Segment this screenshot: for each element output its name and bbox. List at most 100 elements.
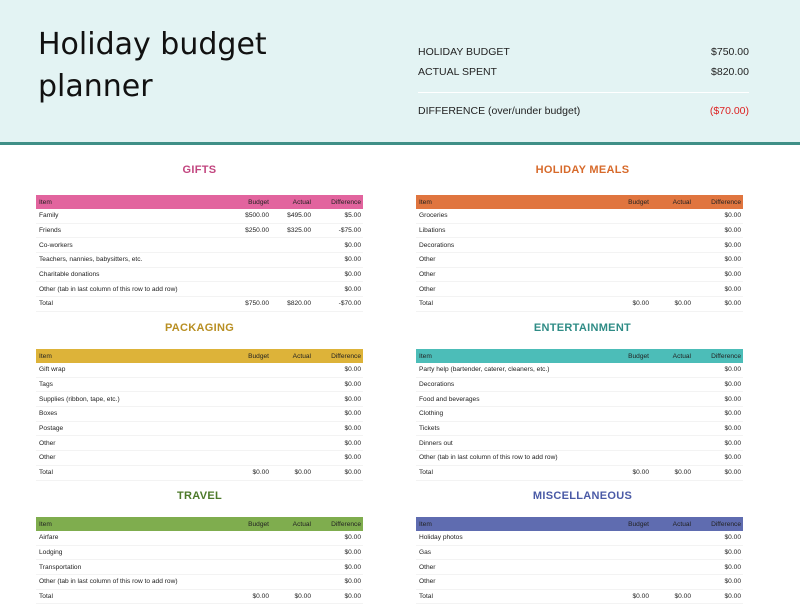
cell-difference[interactable]: $0.00: [344, 425, 361, 433]
cell-difference[interactable]: $0.00: [344, 366, 361, 374]
cell-difference[interactable]: $0.00: [344, 454, 361, 462]
cell-actual[interactable]: $0.00: [674, 469, 691, 477]
cell-difference[interactable]: -$70.00: [338, 300, 361, 308]
cell-actual[interactable]: $0.00: [674, 300, 691, 308]
cell-item[interactable]: Libations: [419, 227, 446, 235]
cell-budget[interactable]: $0.00: [252, 469, 269, 477]
cell-difference[interactable]: $0.00: [344, 578, 361, 586]
cell-difference[interactable]: $0.00: [724, 425, 741, 433]
summary-difference-value[interactable]: ($70.00): [709, 105, 749, 117]
cell-item[interactable]: Dinners out: [419, 439, 453, 447]
cell-item[interactable]: Other: [419, 256, 436, 264]
cell-difference[interactable]: $0.00: [724, 395, 741, 403]
cell-item[interactable]: Total: [419, 593, 433, 601]
cell-difference[interactable]: $0.00: [724, 578, 741, 586]
cell-item[interactable]: Teachers, nannies, babysitters, etc.: [39, 256, 143, 264]
table-header-row: Item Budget Actual Difference: [36, 195, 363, 209]
cell-item[interactable]: Other (tab in last column of this row to…: [419, 454, 558, 462]
cell-difference[interactable]: $0.00: [344, 549, 361, 557]
cell-item[interactable]: Party help (bartender, caterer, cleaners…: [419, 366, 550, 374]
cell-difference[interactable]: $0.00: [344, 256, 361, 264]
cell-difference[interactable]: $0.00: [724, 454, 741, 462]
cell-difference[interactable]: $0.00: [344, 410, 361, 418]
cell-difference[interactable]: $0.00: [724, 534, 741, 542]
cell-item[interactable]: Other: [39, 439, 56, 447]
cell-difference[interactable]: $0.00: [344, 241, 361, 249]
cell-item[interactable]: Family: [39, 212, 59, 220]
cell-difference[interactable]: $0.00: [724, 549, 741, 557]
cell-item[interactable]: Other: [419, 285, 436, 293]
cell-item[interactable]: Lodging: [39, 549, 63, 557]
cell-difference[interactable]: $0.00: [724, 256, 741, 264]
cell-item[interactable]: Decorations: [419, 241, 455, 249]
cell-item[interactable]: Tags: [39, 381, 53, 389]
cell-item[interactable]: Other: [419, 563, 436, 571]
cell-actual[interactable]: $325.00: [287, 227, 311, 235]
cell-item[interactable]: Total: [39, 300, 53, 308]
cell-item[interactable]: Charitable donations: [39, 271, 100, 279]
cell-difference[interactable]: $0.00: [724, 227, 741, 235]
cell-difference[interactable]: $0.00: [724, 366, 741, 374]
cell-item[interactable]: Airfare: [39, 534, 59, 542]
cell-difference[interactable]: $0.00: [344, 534, 361, 542]
cell-difference[interactable]: $5.00: [344, 212, 361, 220]
cell-item[interactable]: Tickets: [419, 425, 440, 433]
cell-difference[interactable]: $0.00: [344, 395, 361, 403]
cell-difference[interactable]: $0.00: [344, 593, 361, 601]
cell-budget[interactable]: $750.00: [245, 300, 269, 308]
cell-difference[interactable]: $0.00: [344, 381, 361, 389]
cell-item[interactable]: Total: [39, 469, 53, 477]
cell-difference[interactable]: $0.00: [724, 563, 741, 571]
cell-actual[interactable]: $495.00: [287, 212, 311, 220]
cell-item[interactable]: Supplies (ribbon, tape, etc.): [39, 395, 120, 403]
cell-item[interactable]: Other: [419, 578, 436, 586]
cell-difference[interactable]: $0.00: [724, 381, 741, 389]
summary-budget-value[interactable]: $750.00: [711, 46, 749, 58]
cell-difference[interactable]: $0.00: [724, 300, 741, 308]
cell-item[interactable]: Decorations: [419, 381, 455, 389]
cell-item[interactable]: Holiday photos: [419, 534, 463, 542]
cell-difference[interactable]: $0.00: [344, 271, 361, 279]
cell-budget[interactable]: $500.00: [245, 212, 269, 220]
cell-item[interactable]: Other (tab in last column of this row to…: [39, 285, 178, 293]
cell-item[interactable]: Boxes: [39, 410, 58, 418]
cell-difference[interactable]: $0.00: [724, 410, 741, 418]
cell-item[interactable]: Co-workers: [39, 241, 73, 249]
summary-actual-value[interactable]: $820.00: [711, 66, 749, 78]
cell-difference[interactable]: $0.00: [724, 241, 741, 249]
cell-budget[interactable]: $0.00: [632, 300, 649, 308]
cell-difference[interactable]: $0.00: [724, 469, 741, 477]
cell-actual[interactable]: $0.00: [294, 469, 311, 477]
cell-item[interactable]: Total: [39, 593, 53, 601]
cell-difference[interactable]: $0.00: [344, 563, 361, 571]
cell-difference[interactable]: $0.00: [724, 212, 741, 220]
cell-item[interactable]: Gas: [419, 549, 432, 557]
cell-difference[interactable]: $0.00: [724, 593, 741, 601]
cell-difference[interactable]: $0.00: [724, 439, 741, 447]
cell-item[interactable]: Gift wrap: [39, 366, 66, 374]
cell-item[interactable]: Other (tab in last column of this row to…: [39, 578, 178, 586]
cell-item[interactable]: Total: [419, 300, 433, 308]
cell-item[interactable]: Groceries: [419, 212, 448, 220]
cell-budget[interactable]: $250.00: [245, 227, 269, 235]
cell-item[interactable]: Other: [419, 271, 436, 279]
cell-item[interactable]: Food and beverages: [419, 395, 480, 403]
cell-item[interactable]: Clothing: [419, 410, 444, 418]
cell-actual[interactable]: $0.00: [294, 593, 311, 601]
cell-difference[interactable]: -$75.00: [338, 227, 361, 235]
cell-budget[interactable]: $0.00: [632, 593, 649, 601]
cell-difference[interactable]: $0.00: [344, 439, 361, 447]
cell-budget[interactable]: $0.00: [252, 593, 269, 601]
cell-difference[interactable]: $0.00: [724, 271, 741, 279]
cell-difference[interactable]: $0.00: [724, 285, 741, 293]
cell-actual[interactable]: $820.00: [287, 300, 311, 308]
cell-actual[interactable]: $0.00: [674, 593, 691, 601]
cell-item[interactable]: Postage: [39, 425, 64, 433]
cell-budget[interactable]: $0.00: [632, 469, 649, 477]
cell-item[interactable]: Friends: [39, 227, 61, 235]
cell-item[interactable]: Other: [39, 454, 56, 462]
cell-item[interactable]: Total: [419, 469, 433, 477]
cell-difference[interactable]: $0.00: [344, 285, 361, 293]
cell-item[interactable]: Transportation: [39, 563, 82, 571]
cell-difference[interactable]: $0.00: [344, 469, 361, 477]
